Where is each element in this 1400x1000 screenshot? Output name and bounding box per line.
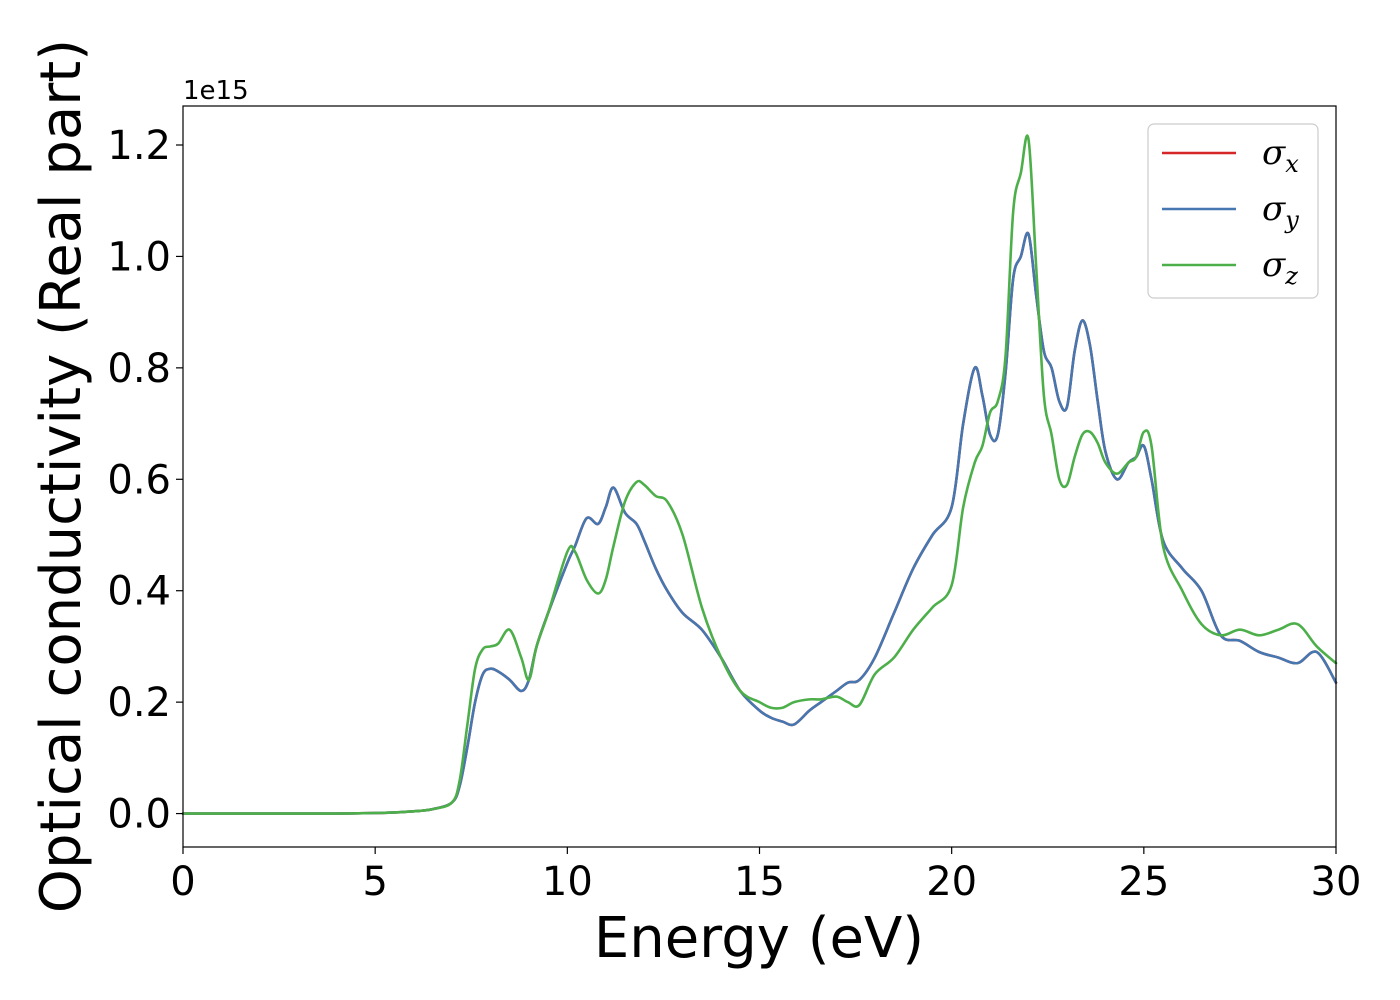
y-tick-label: 1.0 (107, 234, 171, 280)
plot-background (183, 106, 1336, 847)
x-axis: 0 5 10 15 20 25 30 (170, 847, 1361, 905)
x-tick-label: 0 (170, 859, 195, 905)
x-tick-label: 10 (542, 859, 593, 905)
x-tick-label: 5 (362, 859, 387, 905)
legend-frame (1147, 123, 1319, 299)
y-axis: 0.0 0.2 0.4 0.6 0.8 1.0 1.2 (107, 123, 183, 838)
legend-entry-z: σz (1262, 245, 1298, 290)
series-layer (181, 134, 1338, 815)
legend-entry-x: σx (1262, 133, 1299, 178)
y-tick-label: 0.2 (107, 680, 171, 726)
series-line-y (181, 231, 1338, 815)
series-line-z (181, 134, 1338, 815)
x-tick-label: 25 (1118, 859, 1169, 905)
x-tick-label: 20 (926, 859, 977, 905)
y-tick-label: 0.6 (107, 457, 171, 503)
x-axis-label: Energy (eV) (594, 906, 924, 971)
y-offset-label: 1e15 (183, 76, 249, 106)
y-tick-label: 0.0 (107, 792, 171, 838)
legend-entry-y: σy (1262, 189, 1299, 234)
x-tick-label: 30 (1311, 859, 1362, 905)
x-tick-label: 15 (734, 859, 785, 905)
y-axis-label: Optical conductivity (Real part) (29, 39, 94, 913)
legend: σx σy σz (1147, 123, 1319, 299)
y-tick-label: 1.2 (107, 123, 171, 169)
y-tick-label: 0.8 (107, 346, 171, 392)
y-tick-label: 0.4 (107, 569, 171, 615)
